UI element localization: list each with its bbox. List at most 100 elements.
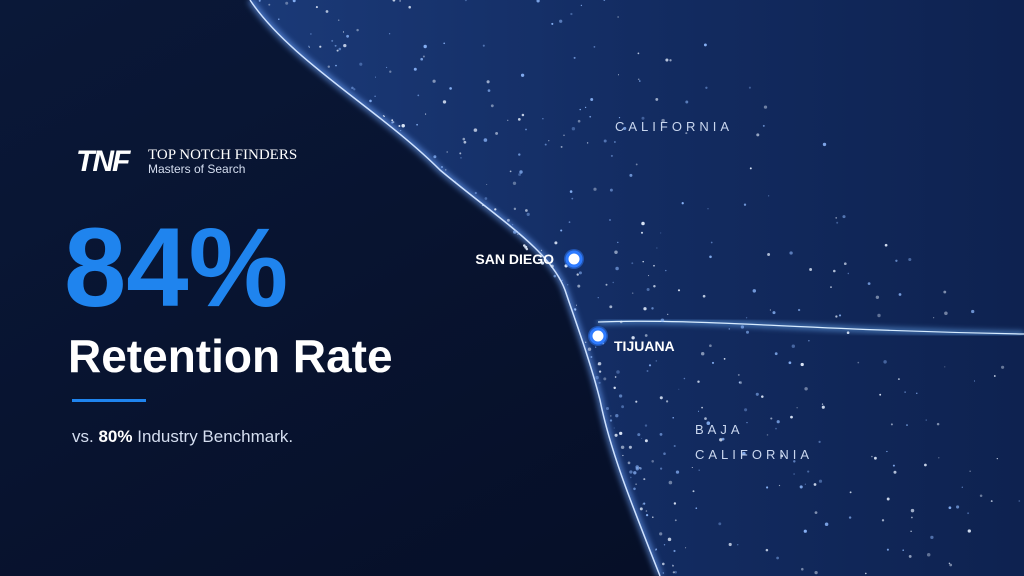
city-light: [884, 243, 888, 247]
city-light: [659, 396, 663, 400]
city-light: [838, 314, 842, 317]
city-light: [484, 197, 488, 200]
city-light: [748, 86, 751, 89]
city-light: [697, 410, 700, 412]
city-light: [673, 502, 677, 505]
city-light: [325, 10, 329, 13]
city-light: [793, 473, 795, 475]
city-light: [926, 553, 931, 557]
city-light: [517, 233, 519, 235]
city-light: [587, 347, 592, 351]
city-light: [486, 80, 490, 84]
city-light: [425, 113, 427, 115]
city-light: [835, 315, 838, 318]
city-light: [605, 283, 608, 286]
city-light: [334, 44, 337, 47]
city-light: [704, 417, 707, 420]
city-light: [701, 406, 703, 409]
city-light: [400, 130, 402, 132]
city-light: [627, 461, 631, 465]
city-light: [523, 244, 526, 247]
city-light: [821, 405, 825, 409]
city-light: [660, 318, 665, 323]
city-light: [797, 308, 801, 312]
city-light: [486, 183, 488, 186]
city-light: [641, 116, 645, 120]
city-light: [740, 325, 745, 329]
city-light: [640, 231, 644, 234]
city-light: [633, 487, 636, 491]
city-light: [641, 221, 645, 226]
city-light: [648, 364, 652, 367]
city-light: [703, 43, 707, 47]
city-light: [685, 132, 688, 135]
city-light: [635, 400, 638, 403]
city-light: [924, 463, 927, 467]
city-light: [848, 516, 852, 519]
city-light: [507, 119, 509, 121]
city-light: [663, 544, 666, 546]
city-light: [925, 419, 927, 421]
city-light: [343, 43, 347, 48]
city-light: [459, 152, 462, 155]
city-light: [737, 373, 740, 376]
city-light: [847, 272, 849, 275]
city-light: [420, 57, 424, 61]
divider: [72, 399, 146, 402]
city-light: [449, 87, 452, 90]
city-light: [569, 190, 573, 193]
city-light: [268, 3, 271, 6]
city-light: [793, 460, 796, 463]
city-light: [613, 386, 616, 390]
city-light: [721, 437, 725, 441]
city-light: [512, 224, 514, 226]
headline-stat: 84%: [64, 205, 288, 330]
city-light: [635, 465, 639, 469]
city-light: [432, 79, 436, 83]
city-light: [639, 507, 643, 511]
city-light: [519, 170, 523, 174]
city-light: [416, 123, 418, 126]
city-light: [635, 163, 638, 166]
city-light: [879, 393, 882, 396]
city-light: [331, 39, 334, 42]
city-light: [506, 218, 510, 222]
city-light: [639, 80, 641, 82]
city-light: [633, 471, 637, 475]
city-light: [433, 155, 437, 159]
city-light: [796, 407, 798, 409]
city-light: [637, 433, 641, 437]
city-light: [382, 115, 384, 117]
city-light: [417, 94, 420, 97]
city-light: [553, 274, 557, 278]
city-light: [660, 232, 662, 234]
city-light: [790, 415, 793, 419]
city-light: [446, 151, 449, 153]
city-label: SAN DIEGO: [475, 251, 554, 267]
city-light: [824, 522, 829, 526]
city-light: [614, 376, 617, 378]
city-light: [359, 62, 363, 66]
city-light: [933, 317, 935, 319]
city-light: [337, 19, 340, 21]
city-light: [482, 44, 485, 47]
city-light: [651, 460, 654, 463]
city-light: [631, 336, 635, 340]
city-light: [593, 187, 597, 191]
city-light: [993, 375, 996, 377]
city-light: [512, 181, 517, 185]
benchmark: vs. 80% Industry Benchmark.: [72, 427, 293, 446]
city-light: [578, 271, 582, 275]
city-light: [423, 44, 427, 49]
city-light: [595, 375, 599, 380]
city-light: [463, 140, 467, 144]
city-light: [603, 0, 606, 1]
city-light: [629, 173, 633, 177]
city-light: [579, 108, 581, 111]
city-light: [710, 241, 713, 244]
city-light: [711, 361, 715, 364]
city-light: [836, 221, 839, 224]
city-light: [614, 433, 618, 437]
city-light: [702, 294, 706, 298]
city-light: [822, 142, 827, 147]
